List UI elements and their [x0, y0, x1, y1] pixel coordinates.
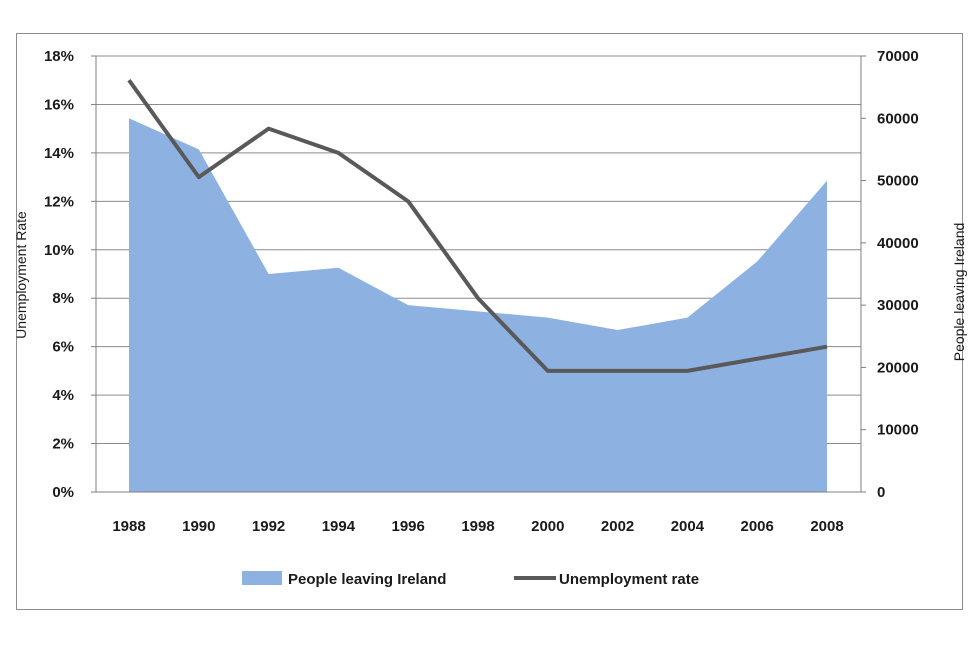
right-tick-label: 20000: [877, 359, 919, 376]
left-tick-label: 12%: [44, 193, 74, 210]
left-tick-label: 6%: [52, 339, 74, 356]
right-axis-ticks: 0 10000 20000 30000 40000 50000 60000 70000: [877, 48, 919, 501]
left-tick-label: 4%: [52, 387, 74, 404]
x-tick-label: 2002: [601, 518, 634, 535]
x-tick-label: 2008: [810, 518, 843, 535]
left-tick-label: 16%: [44, 96, 74, 113]
legend-label-area: People leaving Ireland: [288, 571, 446, 588]
right-tick-label: 0: [877, 484, 885, 501]
left-tick-label: 2%: [52, 436, 74, 453]
left-tick-label: 10%: [44, 242, 74, 259]
chart-frame: [16, 33, 963, 610]
legend-swatch-area: [242, 571, 282, 585]
right-tick-label: 50000: [877, 173, 919, 190]
x-tick-label: 2004: [671, 518, 705, 535]
x-tick-label: 2006: [741, 518, 774, 535]
x-tick-label: 1998: [461, 518, 494, 535]
x-tick-label: 1994: [322, 518, 356, 535]
right-tick-label: 10000: [877, 422, 919, 439]
right-tick-label: 40000: [877, 235, 919, 252]
left-tick-label: 14%: [44, 145, 74, 162]
area-series-layer: [129, 118, 827, 493]
right-tick-label: 70000: [877, 48, 919, 65]
left-axis-title: Unemployment Rate: [13, 211, 29, 339]
x-tick-label: 1992: [252, 518, 285, 535]
right-axis-title: People leaving Ireland: [951, 223, 967, 362]
right-tick-label: 30000: [877, 297, 919, 314]
x-tick-label: 2000: [531, 518, 564, 535]
x-tick-label: 1996: [392, 518, 425, 535]
x-tick-label: 1990: [182, 518, 215, 535]
left-axis-ticks: 0% 2% 4% 6% 8% 10% 12% 14% 16% 18%: [44, 48, 74, 501]
line-unemployment-rate: [127, 79, 828, 373]
line-series-layer: [127, 79, 828, 373]
x-tick-label: 1988: [112, 518, 145, 535]
legend: People leaving Ireland Unemployment rate: [242, 571, 699, 588]
left-tick-label: 8%: [52, 290, 74, 307]
area-people-leaving-ireland: [129, 118, 827, 493]
left-tick-label: 18%: [44, 48, 74, 65]
right-tick-label: 60000: [877, 110, 919, 127]
x-axis-ticks: 1988 1990 1992 1994 1996 1998 2000 2002 2004 2006…: [112, 518, 843, 535]
axes: [91, 55, 866, 493]
legend-label-line: Unemployment rate: [559, 571, 699, 588]
left-tick-label: 0%: [52, 484, 74, 501]
